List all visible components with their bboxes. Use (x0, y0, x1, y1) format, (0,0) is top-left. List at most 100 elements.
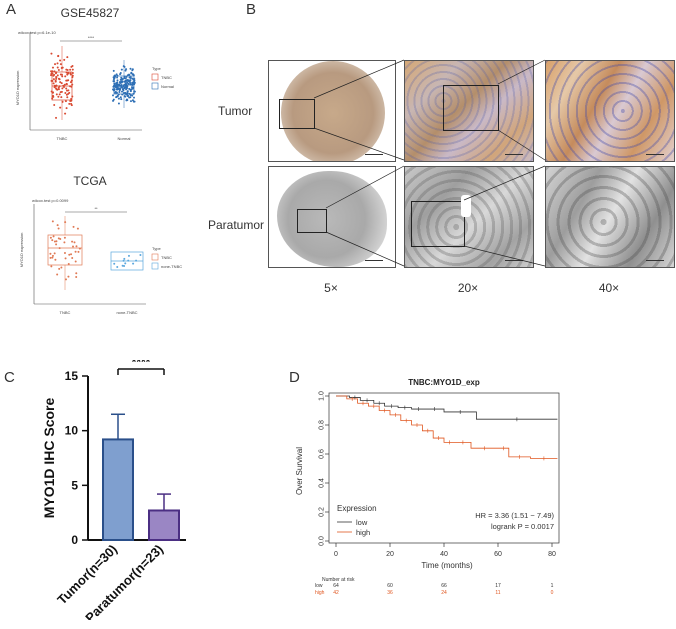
panel-d-series-high (336, 395, 558, 459)
data-point (56, 66, 59, 69)
data-point (126, 95, 129, 98)
data-point (125, 75, 128, 78)
panel-a-top-points-tnbc (50, 52, 74, 119)
data-point (116, 79, 119, 82)
panel-d-hr: HR = 3.36 (1.51 − 7.49) (475, 511, 554, 520)
data-point (121, 80, 124, 83)
data-point (66, 73, 69, 76)
panel-a-bottom-xtick-2: none-TNBC (116, 310, 137, 315)
panel-a-top-sig: **** (88, 35, 95, 40)
paratumor-20x-image (404, 166, 534, 268)
data-point (55, 77, 58, 80)
panel-d-legend-high: high (356, 528, 370, 537)
panel-d-ytick-label: 0.2 (319, 507, 326, 517)
data-point (51, 220, 54, 223)
panel-d-xtick-label: 80 (548, 551, 556, 558)
panel-d-risk-value: 1 (551, 583, 554, 589)
data-point (132, 96, 135, 99)
tumor-5x-image (268, 60, 396, 162)
data-point (54, 80, 57, 83)
data-point (63, 83, 66, 86)
data-point (116, 95, 119, 98)
data-point (53, 252, 56, 255)
panel-label-d: D (289, 369, 300, 386)
data-point (65, 107, 68, 110)
data-point (59, 59, 62, 62)
data-point (56, 224, 59, 227)
data-point (77, 250, 80, 253)
data-point (65, 93, 68, 96)
data-point (63, 236, 66, 239)
data-point (119, 96, 122, 99)
panel-d-km-plot: TNBC:MYO1D_exp Over Survival Time (month… (295, 378, 560, 596)
panel-a-bottom-boxplot: wilcox.test p=0.0099 MYO1D expression **… (19, 198, 182, 315)
data-point (74, 260, 77, 263)
data-point (123, 257, 126, 260)
data-point (59, 63, 62, 66)
data-point (116, 76, 119, 79)
data-point (116, 81, 119, 84)
panel-d-ytick-label: 0.0 (319, 536, 326, 546)
panel-d-risk-values: 64 60 66 17 1 42 36 24 11 0 (333, 583, 553, 596)
data-point (51, 256, 54, 259)
data-point (52, 91, 55, 94)
panel-d-series-low (336, 395, 558, 420)
data-point (120, 85, 123, 88)
data-point (73, 241, 76, 244)
panel-d-risk-value: 17 (495, 583, 501, 589)
data-point (115, 91, 118, 94)
panel-d-ytick-label: 0.4 (319, 478, 326, 488)
data-point (60, 96, 63, 99)
data-point (119, 80, 122, 83)
data-point (70, 102, 73, 105)
data-point (69, 73, 72, 76)
data-point (71, 240, 74, 243)
data-point (57, 54, 60, 57)
data-point (118, 89, 121, 92)
data-point (127, 254, 130, 257)
data-point (112, 94, 115, 97)
data-point (122, 89, 125, 92)
data-point (64, 257, 67, 260)
data-point (57, 237, 60, 240)
panel-d-legend-low: low (356, 518, 368, 527)
data-point (124, 77, 127, 80)
data-point (68, 102, 71, 105)
data-point (55, 93, 58, 96)
panel-c-sig: **** (132, 360, 151, 369)
data-point (115, 73, 118, 76)
panel-c-bar (102, 438, 134, 541)
data-point (129, 67, 132, 70)
data-point (59, 106, 62, 109)
row-label-paratumor: Paratumor (208, 218, 265, 232)
data-point (128, 73, 131, 76)
data-point (55, 243, 58, 246)
panel-a-bottom-ylabel: MYO1D expression (19, 233, 24, 268)
data-point (56, 273, 59, 276)
data-point (54, 63, 57, 66)
data-point (129, 90, 132, 93)
data-point (75, 272, 78, 275)
data-point (128, 96, 131, 99)
panel-c-ytick-label: 5 (71, 478, 78, 492)
panel-a-top-test: wilcox.test p=6.1e-10 (18, 30, 56, 35)
data-point (57, 86, 60, 89)
data-point (61, 75, 64, 78)
data-point (75, 276, 78, 279)
data-point (123, 80, 126, 83)
data-point (120, 98, 123, 101)
magnification-5x: 5× (324, 281, 338, 295)
data-point (57, 88, 60, 91)
data-point (126, 81, 129, 84)
data-point (49, 236, 52, 239)
data-point (120, 68, 123, 71)
panel-a-top-xtick-2: Normal (118, 136, 131, 141)
panel-a-top-points-normal (112, 65, 136, 105)
panel-a-top-legend-title: Type (152, 66, 161, 71)
panel-c-ylabel: MYO1D IHC Score (41, 397, 57, 518)
panel-a-top-legend-1: TNBC (161, 75, 172, 80)
panel-d-risk-header: Number at risk (322, 577, 355, 583)
data-point (132, 262, 135, 265)
panel-a-bottom-points-tnbc (49, 220, 81, 281)
